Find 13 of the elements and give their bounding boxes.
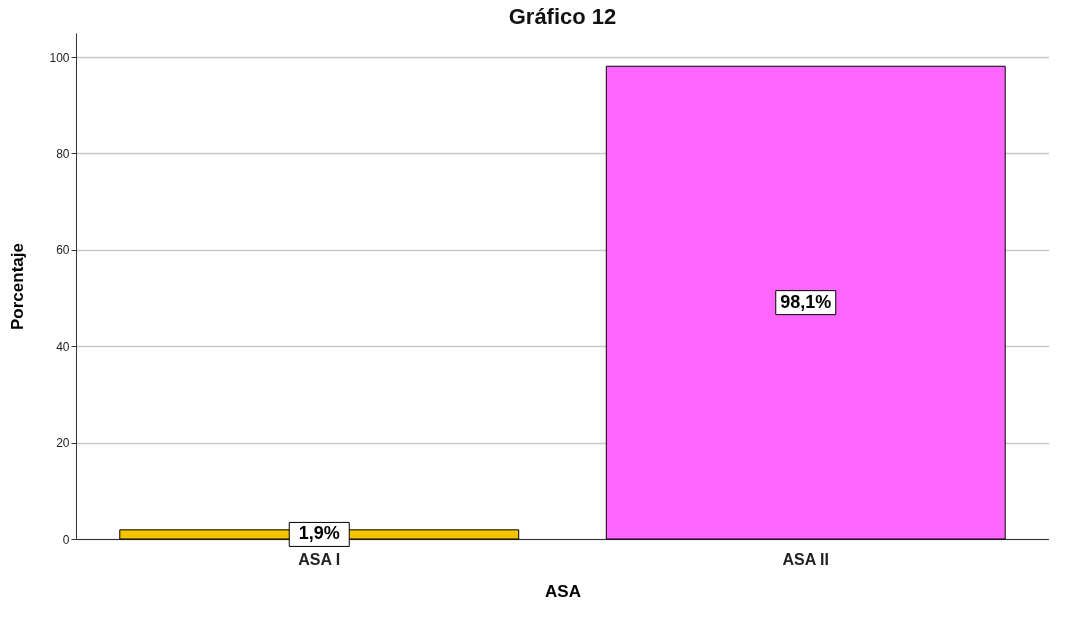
data-label: 1,9% — [298, 523, 340, 544]
x-axis-title: ASA — [545, 581, 581, 601]
data-label: 98,1% — [780, 291, 832, 312]
y-tick-label: 40 — [56, 339, 70, 354]
y-tick-label: 80 — [56, 146, 70, 161]
y-axis-title: Porcentaje — [8, 243, 28, 330]
y-tick-label: 0 — [62, 532, 70, 547]
x-tick-label: ASA I — [298, 550, 341, 568]
x-tick-label: ASA II — [782, 550, 830, 568]
y-tick-label: 60 — [56, 243, 70, 258]
y-tick-label: 20 — [56, 436, 70, 451]
chart-title: Gráfico 12 — [508, 4, 617, 29]
y-tick-label: 100 — [49, 50, 70, 65]
